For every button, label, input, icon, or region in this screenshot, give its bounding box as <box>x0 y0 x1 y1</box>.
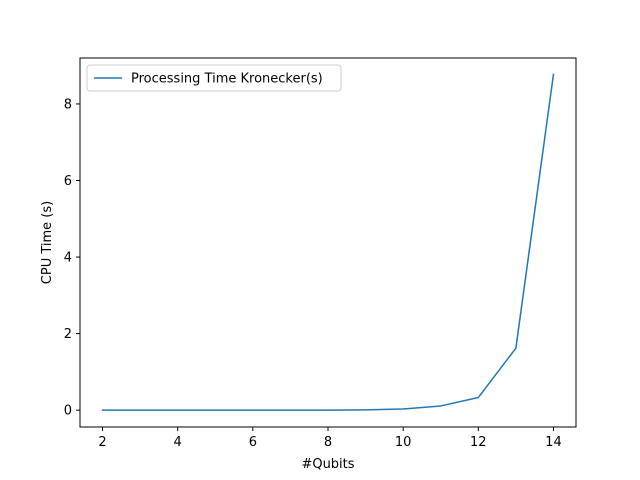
y-axis-ticks: 0 2 4 6 8 <box>64 97 80 419</box>
legend: Processing Time Kronecker(s) <box>86 64 342 92</box>
data-point <box>177 410 178 411</box>
x-tick-label: 2 <box>98 435 106 450</box>
data-point <box>440 405 441 406</box>
data-point <box>478 397 479 398</box>
plot-area <box>80 58 576 427</box>
x-tick-label: 8 <box>324 435 332 450</box>
data-point <box>365 409 366 410</box>
data-point <box>403 408 404 409</box>
y-axis-label: CPU Time (s) <box>40 201 55 284</box>
x-tick-label: 6 <box>249 435 257 450</box>
data-point <box>140 410 141 411</box>
y-tick-label: 6 <box>64 174 72 189</box>
legend-box <box>86 64 342 92</box>
x-axis-label: #Qubits <box>301 457 354 472</box>
data-point <box>553 74 554 75</box>
x-tick-label: 14 <box>545 435 562 450</box>
series-line <box>101 73 555 411</box>
y-tick-label: 0 <box>64 404 72 419</box>
x-tick-label: 12 <box>470 435 487 450</box>
y-tick-label: 8 <box>64 97 72 112</box>
x-axis-ticks: 2 4 6 8 10 12 14 <box>98 427 562 450</box>
y-tick-label: 4 <box>64 251 72 266</box>
data-point <box>252 410 253 411</box>
data-point <box>102 410 103 411</box>
data-point <box>215 410 216 411</box>
data-point <box>515 348 516 349</box>
series-layer <box>101 73 555 411</box>
x-tick-label: 10 <box>395 435 412 450</box>
data-point <box>327 409 328 410</box>
x-tick-label: 4 <box>174 435 182 450</box>
y-tick-label: 2 <box>64 327 72 342</box>
legend-entry-label: Processing Time Kronecker(s) <box>131 72 323 87</box>
data-point <box>290 410 291 411</box>
